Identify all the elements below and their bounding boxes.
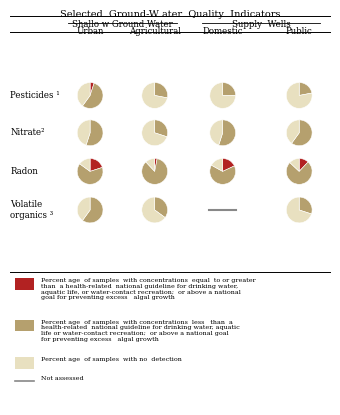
Text: Public: Public xyxy=(286,27,312,36)
Text: Supply  Wells: Supply Wells xyxy=(232,20,290,29)
Wedge shape xyxy=(90,83,94,95)
Text: Pesticides ¹: Pesticides ¹ xyxy=(10,91,60,100)
Wedge shape xyxy=(219,120,236,146)
Wedge shape xyxy=(146,159,155,171)
Wedge shape xyxy=(210,165,236,184)
Text: Agricultural: Agricultural xyxy=(129,27,181,36)
Wedge shape xyxy=(155,159,157,171)
Wedge shape xyxy=(286,162,312,184)
Wedge shape xyxy=(86,120,103,146)
Wedge shape xyxy=(83,197,103,223)
Wedge shape xyxy=(83,83,103,108)
Wedge shape xyxy=(77,164,103,184)
Text: Urban: Urban xyxy=(76,27,104,36)
Text: Volatile
organics ³: Volatile organics ³ xyxy=(10,200,53,220)
Text: Domestic: Domestic xyxy=(202,27,243,36)
Wedge shape xyxy=(290,159,299,171)
Wedge shape xyxy=(155,197,168,217)
Wedge shape xyxy=(155,120,168,137)
Wedge shape xyxy=(210,83,236,108)
Wedge shape xyxy=(90,159,102,171)
Wedge shape xyxy=(286,83,312,108)
Text: Percent age  of samples  with no  detection: Percent age of samples with no detection xyxy=(41,357,182,362)
Text: Percent age  of samples  with concentrations  less   than  a
health-related  nat: Percent age of samples with concentratio… xyxy=(41,320,240,342)
Wedge shape xyxy=(210,120,223,145)
Wedge shape xyxy=(286,120,299,143)
Wedge shape xyxy=(211,159,223,171)
Wedge shape xyxy=(77,197,90,220)
Wedge shape xyxy=(223,83,236,95)
Wedge shape xyxy=(223,159,234,171)
FancyBboxPatch shape xyxy=(15,357,34,369)
Text: Not assessed: Not assessed xyxy=(41,376,83,381)
Text: Percent age  of samples  with concentrations  equal  to or greater
than  a healt: Percent age of samples with concentratio… xyxy=(41,278,256,300)
Wedge shape xyxy=(142,197,165,223)
Wedge shape xyxy=(142,83,167,108)
Wedge shape xyxy=(77,120,90,145)
Wedge shape xyxy=(155,83,168,98)
Wedge shape xyxy=(77,83,90,106)
Wedge shape xyxy=(299,159,308,171)
Wedge shape xyxy=(80,159,90,171)
FancyBboxPatch shape xyxy=(15,278,34,290)
Text: Radon: Radon xyxy=(10,167,38,176)
Text: Nitrate²: Nitrate² xyxy=(10,128,45,137)
Text: Shallo w Ground Water: Shallo w Ground Water xyxy=(72,20,173,29)
Wedge shape xyxy=(299,197,312,214)
Wedge shape xyxy=(286,197,311,223)
Text: Selected  Ground-W ater  Quality  Indicators: Selected Ground-W ater Quality Indicator… xyxy=(60,10,280,19)
FancyBboxPatch shape xyxy=(15,320,34,331)
Wedge shape xyxy=(299,83,312,95)
Wedge shape xyxy=(142,159,168,184)
Wedge shape xyxy=(142,120,167,146)
Wedge shape xyxy=(292,120,312,146)
